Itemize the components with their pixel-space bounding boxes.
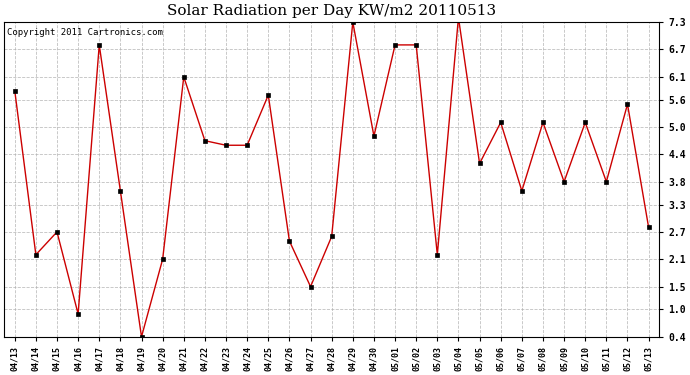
Title: Solar Radiation per Day KW/m2 20110513: Solar Radiation per Day KW/m2 20110513 [167,4,496,18]
Text: Copyright 2011 Cartronics.com: Copyright 2011 Cartronics.com [8,28,164,38]
